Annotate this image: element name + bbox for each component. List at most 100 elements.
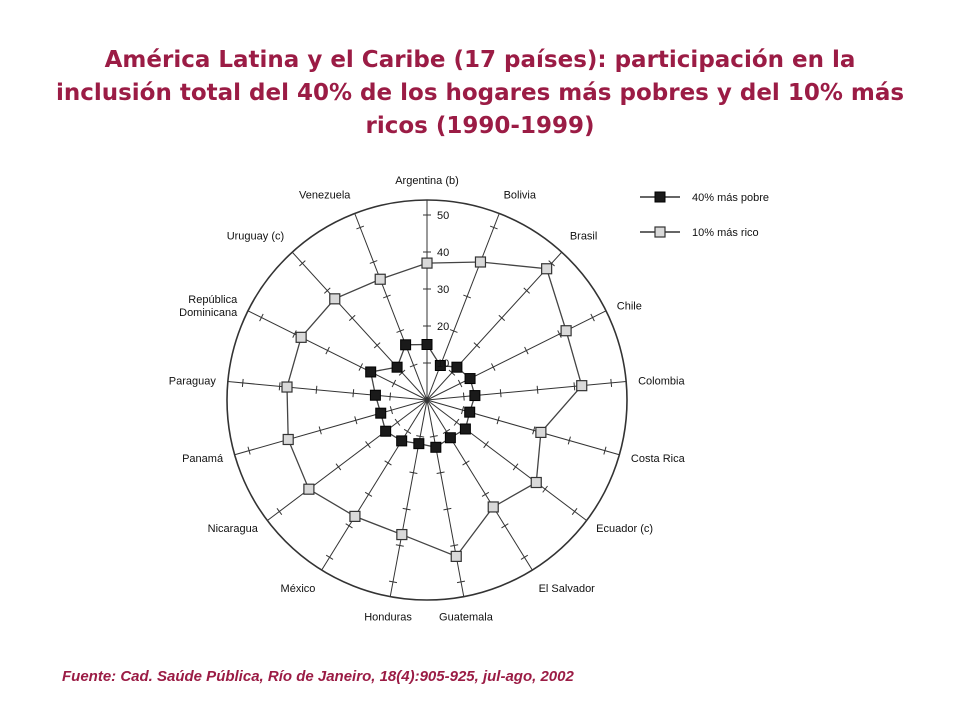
category-label: Uruguay (c) [227,230,284,242]
spoke-tick [358,363,363,371]
spoke-tick [241,378,244,387]
series-point [281,381,293,393]
spoke [426,399,465,597]
category-labels: Argentina (b) Bolivia Brasil Chile Colombia C… [169,175,686,623]
spoke-tick [489,225,498,230]
spoke-tick [443,507,452,511]
spoke-tick [259,313,264,322]
spoke-tick [345,523,353,529]
spoke-tick [436,471,445,474]
series-point [375,407,387,419]
spoke-tick [481,491,490,497]
spoke-tick [571,507,578,515]
spoke [227,381,428,401]
spoke-tick [402,507,411,511]
series-point [469,390,481,402]
category-label: Ecuador (c) [596,523,653,535]
spoke-tick [496,416,500,425]
spoke-tick [557,330,562,338]
spoke [426,399,533,571]
series-point [434,359,446,371]
spoke-tick [456,580,466,584]
series-point [474,256,487,268]
spoke-tick [373,342,381,349]
spoke-tick [610,378,613,387]
spoke-tick [573,382,576,391]
spoke-tick [369,260,378,264]
series-point [282,433,294,446]
spoke-tick [354,416,358,425]
spoke-tick [391,379,397,388]
spoke [426,381,627,401]
series-point [369,389,381,401]
spoke-tick [449,329,458,333]
spoke-tick [463,294,472,299]
spoke-tick [498,314,506,322]
series-point [450,550,462,562]
series-point [391,361,403,373]
radial-tick-label: 10 [437,358,449,370]
series-point [451,361,463,373]
spoke [247,310,428,401]
category-label: Chile [617,301,642,313]
spoke-tick [388,580,398,584]
series-point [303,483,315,495]
title-line-3: ricos (1990-1999) [365,113,595,139]
title-line-2: inclusión total del 40% de los hogares m… [55,80,905,106]
series-point [464,373,476,385]
series-point [349,510,361,522]
spoke-tick [356,225,365,230]
spoke-tick [389,392,392,401]
series-point [365,366,377,378]
spoke-tick [394,418,401,426]
spoke-tick [429,435,438,438]
spoke-tick [542,485,548,493]
spoke-tick [382,294,391,299]
spoke-tick [442,428,451,434]
spoke-tick [409,363,418,368]
spoke-tick [384,460,392,466]
radar-grid [226,199,628,601]
spoke-tick [462,460,470,466]
spoke-tick [278,382,281,391]
spoke-tick [315,385,318,394]
spoke-tick [292,330,297,338]
category-label: El Salvador [539,583,596,595]
title-line-1: América Latina y el Caribe (17 países): … [104,47,856,73]
spoke [234,399,428,456]
radial-tick-label: 40 [437,247,449,259]
spoke-tick [247,446,251,455]
series-point [329,293,341,305]
spoke-tick [524,346,529,355]
spoke-tick [403,428,412,434]
spoke [426,399,620,456]
series-point [295,331,307,343]
category-label: México [281,583,316,595]
spoke-tick [348,314,356,322]
spoke-tick [462,392,465,401]
spoke-tick [567,436,571,445]
spoke [426,399,587,521]
category-label: Paraguay [169,375,217,387]
spoke-tick [603,446,607,455]
category-label: Guatemala [439,611,494,623]
spoke-tick [352,389,355,398]
spoke-tick [453,418,460,426]
spoke-tick [473,342,481,349]
category-label: República Dominicana [179,294,238,319]
radial-tick-label: 30 [437,284,449,296]
category-label: Costa Rica [631,453,686,465]
spoke [426,251,563,401]
spoke-tick [512,463,519,471]
category-label: Bolivia [504,189,537,201]
spoke-tick [365,441,371,449]
spoke-tick [276,507,283,515]
category-label: Honduras [364,611,412,623]
spoke-tick [520,554,529,560]
spoke-tick [318,426,322,435]
spoke-tick [457,379,463,388]
radial-tick-label: 20 [437,321,449,333]
category-label: Brasil [570,230,598,242]
spoke [267,399,428,521]
